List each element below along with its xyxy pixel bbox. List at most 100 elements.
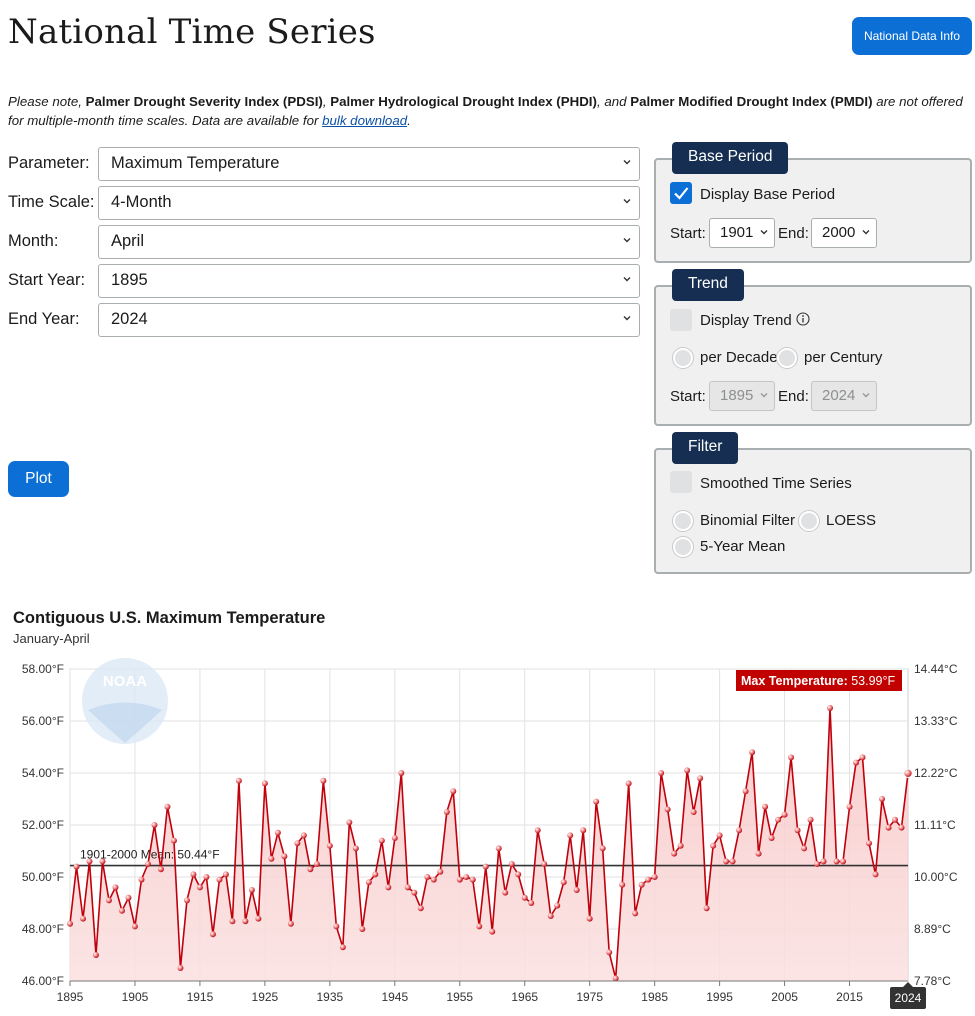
- parameter-select[interactable]: Maximum Temperature: [98, 147, 640, 181]
- y-right-tick-label: 11.11°C: [914, 818, 956, 832]
- data-point: [268, 855, 275, 862]
- five-year-mean-radio[interactable]: [673, 537, 693, 557]
- data-point: [749, 749, 756, 756]
- data-point: [651, 874, 658, 880]
- data-point: [606, 949, 613, 956]
- data-point: [495, 845, 502, 852]
- display-base-period-checkbox[interactable]: [670, 182, 692, 204]
- data-point: [560, 879, 567, 886]
- noaa-logo: NOAA: [82, 658, 168, 744]
- data-point: [840, 858, 847, 865]
- data-point: [742, 788, 749, 795]
- tooltip-value: 53.99°F: [851, 674, 895, 688]
- data-point: [196, 884, 203, 891]
- chevron-down-icon: [760, 391, 768, 399]
- chart-subtitle: January-April: [13, 631, 90, 646]
- data-point: [632, 910, 639, 917]
- end-year-row: End Year: 2024: [8, 303, 640, 337]
- base-start-select[interactable]: 1901: [709, 218, 775, 248]
- info-icon[interactable]: [796, 312, 810, 326]
- base-end-select[interactable]: 2000: [811, 218, 877, 248]
- data-point: [677, 842, 684, 849]
- display-trend-checkbox[interactable]: [670, 309, 692, 331]
- x-tick-label: 1945: [381, 990, 408, 1004]
- data-point: [638, 881, 645, 888]
- note-text-5: .: [407, 113, 411, 128]
- data-point: [378, 837, 385, 844]
- data-point: [326, 842, 333, 849]
- data-point: [697, 775, 704, 782]
- data-point: [118, 907, 125, 914]
- data-point: [690, 809, 697, 815]
- display-trend-label-row: Display Trend: [700, 312, 810, 329]
- data-point: [307, 866, 314, 873]
- data-point: [853, 759, 860, 766]
- data-point: [515, 871, 522, 878]
- loess-radio[interactable]: [799, 511, 819, 531]
- data-point: [67, 920, 73, 927]
- data-point: [177, 965, 184, 971]
- data-point: [424, 874, 431, 880]
- data-point: [216, 876, 223, 883]
- plot-button[interactable]: Plot: [8, 461, 69, 497]
- data-point: [86, 858, 93, 865]
- data-point: [404, 884, 411, 891]
- base-start-label: Start:: [670, 225, 706, 242]
- data-point: [619, 881, 626, 888]
- y-right-tick-label: 7.78°C: [914, 974, 951, 988]
- time-series-chart[interactable]: NOAA 1901-2000 Mean: 50.44°F 46.00°F 7.78…: [0, 655, 975, 1013]
- data-point: [300, 832, 307, 839]
- series-line: [69, 707, 909, 980]
- end-year-value: 2024: [111, 310, 148, 328]
- data-point: [190, 871, 197, 878]
- chevron-down-icon: [623, 275, 631, 283]
- trend-end-select[interactable]: 2024: [811, 381, 877, 411]
- smoothed-time-series-checkbox[interactable]: [670, 471, 692, 493]
- per-decade-label: per Decade: [700, 349, 778, 366]
- data-point: [255, 915, 262, 922]
- data-point: [131, 923, 138, 930]
- data-point: [489, 928, 496, 935]
- start-year-select[interactable]: 1895: [98, 264, 640, 298]
- data-point: [729, 858, 736, 865]
- y-tick-label: 50.00°F: [22, 870, 64, 884]
- end-year-select[interactable]: 2024: [98, 303, 640, 337]
- data-point: [781, 811, 788, 818]
- month-select[interactable]: April: [98, 225, 640, 259]
- trend-start-label: Start:: [670, 388, 706, 405]
- time-scale-select[interactable]: 4-Month: [98, 186, 640, 220]
- y-tick-label: 54.00°F: [22, 766, 64, 780]
- data-point: [92, 952, 99, 958]
- data-point: [469, 876, 476, 883]
- per-decade-radio[interactable]: [673, 348, 693, 368]
- bulk-download-link[interactable]: bulk download: [322, 113, 408, 128]
- data-point: [79, 915, 86, 922]
- data-point: [586, 915, 593, 922]
- x-tick-label: 1905: [122, 990, 149, 1004]
- data-point: [567, 832, 574, 839]
- binomial-filter-radio[interactable]: [673, 511, 693, 531]
- data-point: [547, 913, 554, 919]
- note-text-2: ,: [322, 94, 331, 109]
- data-point: [261, 780, 268, 787]
- data-point: [417, 905, 424, 912]
- trend-end-label: End:: [778, 388, 809, 405]
- data-point: [320, 777, 327, 784]
- per-century-radio[interactable]: [777, 348, 797, 368]
- data-point: [164, 803, 171, 810]
- month-label: Month:: [8, 232, 59, 250]
- data-point: [99, 858, 106, 865]
- notice-text: Please note, Palmer Drought Severity Ind…: [8, 92, 963, 130]
- base-period-panel: Base Period Display Base Period Start: 1…: [654, 142, 972, 263]
- end-year-label: End Year:: [8, 310, 80, 328]
- trend-start-select[interactable]: 1895: [709, 381, 775, 411]
- data-point: [762, 803, 769, 810]
- note-pdsi: Palmer Drought Severity Index (PDSI): [85, 94, 323, 109]
- month-value: April: [111, 232, 145, 250]
- x-highlight-box: [890, 987, 926, 1009]
- data-point: [671, 850, 678, 857]
- national-data-info-button[interactable]: National Data Info: [852, 17, 972, 55]
- filter-legend: Filter: [672, 432, 739, 464]
- data-point: [833, 858, 840, 865]
- data-point: [599, 845, 606, 852]
